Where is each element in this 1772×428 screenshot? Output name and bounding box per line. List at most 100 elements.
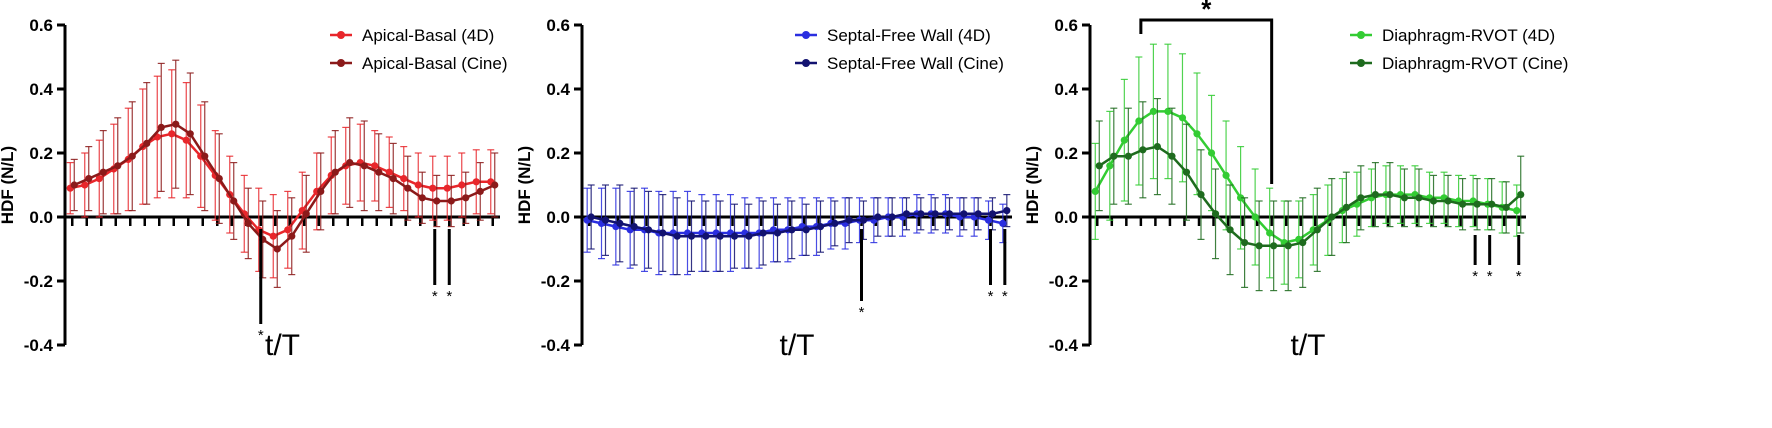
data-point bbox=[1153, 143, 1161, 151]
y-axis-title: HDF (N/L) bbox=[515, 146, 534, 224]
y-axis-title: HDF (N/L) bbox=[0, 146, 17, 224]
y-tick-label: -0.4 bbox=[24, 336, 54, 355]
legend-swatch-marker bbox=[337, 31, 345, 39]
data-point bbox=[999, 219, 1007, 227]
data-point bbox=[172, 120, 180, 128]
data-point bbox=[1182, 168, 1191, 176]
data-point bbox=[1429, 197, 1438, 205]
significance-label: * bbox=[432, 288, 438, 305]
y-tick-label: -0.4 bbox=[541, 336, 571, 355]
data-point bbox=[745, 232, 753, 240]
data-point bbox=[1124, 152, 1132, 160]
data-point bbox=[462, 194, 470, 202]
data-point bbox=[816, 223, 825, 231]
data-point bbox=[433, 197, 441, 205]
y-tick-label: -0.2 bbox=[24, 272, 53, 291]
data-point bbox=[1226, 226, 1234, 234]
data-point bbox=[400, 175, 408, 183]
x-axis-title: t/T bbox=[780, 329, 815, 362]
legend-label: Apical-Basal (4D) bbox=[362, 26, 494, 45]
data-point bbox=[128, 152, 136, 160]
data-point bbox=[143, 139, 151, 147]
data-point bbox=[659, 229, 667, 237]
chart-panel-2: -0.4 -0.2 0.0 0.2 0.4 0.6 HDF (N/L) t/T * * * Septa… bbox=[515, 16, 1012, 362]
data-point bbox=[945, 210, 954, 218]
data-point bbox=[1178, 114, 1187, 122]
y-tick-label: 0.4 bbox=[546, 80, 570, 99]
data-point bbox=[1513, 207, 1521, 215]
data-point bbox=[182, 136, 190, 144]
data-point bbox=[730, 232, 739, 240]
data-point bbox=[788, 226, 796, 234]
data-point bbox=[1095, 162, 1103, 170]
data-point bbox=[1149, 107, 1157, 115]
data-point bbox=[389, 175, 397, 183]
data-point bbox=[960, 210, 968, 218]
data-point bbox=[1091, 187, 1099, 195]
data-point bbox=[1106, 162, 1114, 170]
data-point bbox=[1135, 117, 1143, 125]
data-point bbox=[360, 162, 368, 170]
data-point bbox=[1003, 207, 1011, 215]
chart-panel-3: -0.4 -0.2 0.0 0.2 0.4 0.6 HDF (N/L) t/T * * * * Diap… bbox=[1023, 0, 1568, 362]
data-point bbox=[1415, 194, 1423, 202]
y-tick-label: 0.0 bbox=[1054, 208, 1078, 227]
data-point bbox=[404, 184, 412, 192]
legend: Apical-Basal (4D) Apical-Basal (Cine) bbox=[330, 26, 508, 73]
data-point bbox=[157, 123, 165, 131]
legend-label: Diaphragm-RVOT (Cine) bbox=[1382, 54, 1568, 73]
data-point bbox=[269, 232, 277, 240]
data-point bbox=[302, 210, 310, 218]
data-point bbox=[70, 181, 78, 189]
y-tick-label: 0.6 bbox=[546, 16, 570, 35]
data-point bbox=[931, 210, 939, 218]
data-point bbox=[802, 226, 810, 234]
y-tick-label: 0.2 bbox=[546, 144, 570, 163]
data-point bbox=[491, 181, 499, 189]
data-point bbox=[1211, 210, 1220, 218]
data-point bbox=[1444, 197, 1452, 205]
data-point bbox=[644, 226, 653, 234]
data-point bbox=[114, 162, 122, 170]
y-tick-label: -0.4 bbox=[1049, 336, 1079, 355]
data-point bbox=[1193, 130, 1201, 138]
legend-swatch-marker bbox=[337, 59, 345, 67]
legend-swatch-marker bbox=[802, 31, 810, 39]
data-point bbox=[902, 210, 911, 218]
significance-label: * bbox=[1002, 288, 1008, 305]
data-point bbox=[375, 168, 383, 176]
significance-label: * bbox=[446, 288, 452, 305]
data-point bbox=[418, 194, 426, 202]
data-point bbox=[201, 152, 209, 160]
data-point bbox=[331, 168, 339, 176]
legend-label: Diaphragm-RVOT (4D) bbox=[1382, 26, 1555, 45]
y-tick-label: 0.0 bbox=[546, 208, 570, 227]
series-line bbox=[1094, 110, 1518, 244]
data-point bbox=[99, 168, 107, 176]
y-tick-label: 0.6 bbox=[29, 16, 53, 35]
data-point bbox=[1197, 191, 1205, 199]
significance-label: * bbox=[859, 304, 865, 321]
data-point bbox=[414, 181, 422, 189]
data-point bbox=[476, 187, 484, 195]
data-point bbox=[673, 232, 681, 240]
y-tick-label: 0.6 bbox=[1054, 16, 1078, 35]
bracket-label: * bbox=[1201, 0, 1212, 24]
data-point bbox=[773, 229, 782, 237]
series-2 bbox=[1095, 97, 1525, 292]
data-point bbox=[859, 216, 868, 224]
legend-label: Septal-Free Wall (4D) bbox=[827, 26, 991, 45]
significance-label: * bbox=[1472, 268, 1478, 285]
y-tick-label: 0.4 bbox=[29, 80, 53, 99]
data-point bbox=[616, 219, 624, 227]
data-point bbox=[458, 181, 466, 189]
data-point bbox=[1110, 152, 1118, 160]
legend: Diaphragm-RVOT (4D) Diaphragm-RVOT (Cine) bbox=[1350, 26, 1568, 73]
data-point bbox=[1120, 136, 1128, 144]
data-point bbox=[974, 210, 982, 218]
data-point bbox=[1313, 226, 1321, 234]
data-point bbox=[85, 175, 93, 183]
series-2 bbox=[587, 184, 1011, 276]
data-point bbox=[1400, 194, 1409, 202]
